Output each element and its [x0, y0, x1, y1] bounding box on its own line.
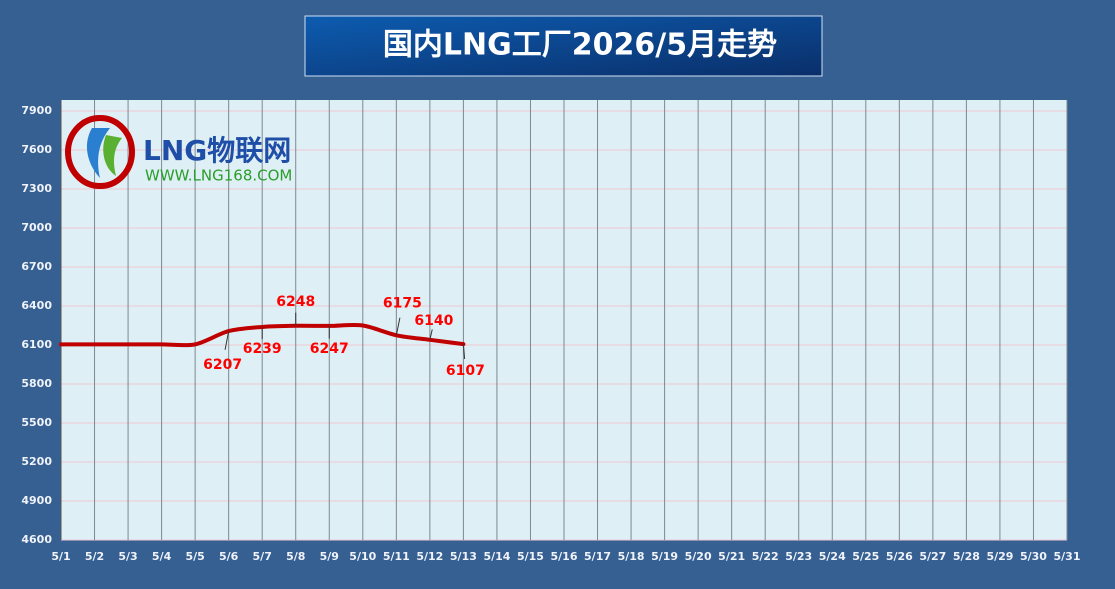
y-tick-label: 7000 [21, 221, 52, 234]
x-tick-label: 5/31 [1054, 550, 1081, 563]
y-tick-label: 6400 [21, 299, 52, 312]
x-tick-label: 5/3 [118, 550, 137, 563]
x-tick-label: 5/8 [286, 550, 305, 563]
leader-line [224, 331, 230, 350]
value-label: 6175 [383, 295, 422, 311]
x-tick-label: 5/17 [584, 550, 611, 563]
x-tick-label: 5/12 [416, 550, 443, 563]
x-tick-label: 5/18 [618, 550, 645, 563]
x-tick-label: 5/20 [685, 550, 712, 563]
leader-line [429, 329, 433, 340]
chart-title: 国内LNG工厂2026/5月走势 [383, 28, 777, 63]
x-tick-label: 5/4 [152, 550, 172, 563]
value-label: 6247 [310, 341, 349, 357]
logo-ring [65, 115, 135, 189]
leader-line [462, 344, 466, 360]
logo-url: WWW.LNG168.COM [145, 167, 292, 185]
x-tick-label: 5/13 [450, 550, 477, 563]
value-label: 6107 [446, 363, 485, 379]
value-label: 6239 [243, 341, 282, 357]
x-tick-label: 5/2 [85, 550, 104, 563]
x-tick-label: 5/15 [517, 550, 544, 563]
y-tick-label: 7600 [21, 143, 52, 156]
x-tick-label: 5/7 [253, 550, 272, 563]
x-tick-label: 5/1 [51, 550, 70, 563]
x-tick-label: 5/10 [349, 550, 376, 563]
x-tick-label: 5/26 [886, 550, 913, 563]
value-label: 6248 [276, 294, 315, 310]
y-tick-label: 5200 [21, 455, 52, 468]
logo-name: LNG物联网 [143, 134, 291, 167]
x-tick-label: 5/5 [185, 550, 204, 563]
x-tick-label: 5/6 [219, 550, 239, 563]
y-tick-label: 6100 [21, 338, 52, 351]
y-tick-label: 7900 [21, 104, 52, 117]
y-tick-label: 5800 [21, 377, 52, 390]
x-tick-label: 5/11 [383, 550, 410, 563]
x-tick-label: 5/29 [986, 550, 1013, 563]
value-label: 6207 [203, 357, 242, 373]
y-tick-label: 6700 [21, 260, 52, 273]
x-tick-label: 5/22 [752, 550, 779, 563]
x-tick-label: 5/21 [718, 550, 745, 563]
logo-flame [86, 128, 110, 178]
x-tick-label: 5/30 [1020, 550, 1047, 563]
x-tick-label: 5/14 [483, 550, 510, 563]
y-tick-label: 4600 [21, 533, 52, 546]
value-label: 6140 [414, 313, 453, 329]
x-tick-label: 5/16 [551, 550, 578, 563]
x-tick-label: 5/19 [651, 550, 678, 563]
logo: LNG物联网 WWW.LNG168.COM [65, 115, 292, 189]
x-tick-label: 5/27 [919, 550, 946, 563]
x-tick-label: 5/28 [953, 550, 980, 563]
y-tick-label: 4900 [21, 494, 52, 507]
logo-leaf [103, 135, 122, 176]
leader-line [395, 317, 401, 336]
x-tick-label: 5/9 [320, 550, 339, 563]
y-tick-label: 7300 [21, 182, 52, 195]
title-box [304, 15, 823, 77]
y-tick-label: 5500 [21, 416, 52, 429]
x-tick-label: 5/25 [852, 550, 879, 563]
x-tick-label: 5/24 [819, 550, 846, 563]
x-tick-label: 5/23 [785, 550, 812, 563]
